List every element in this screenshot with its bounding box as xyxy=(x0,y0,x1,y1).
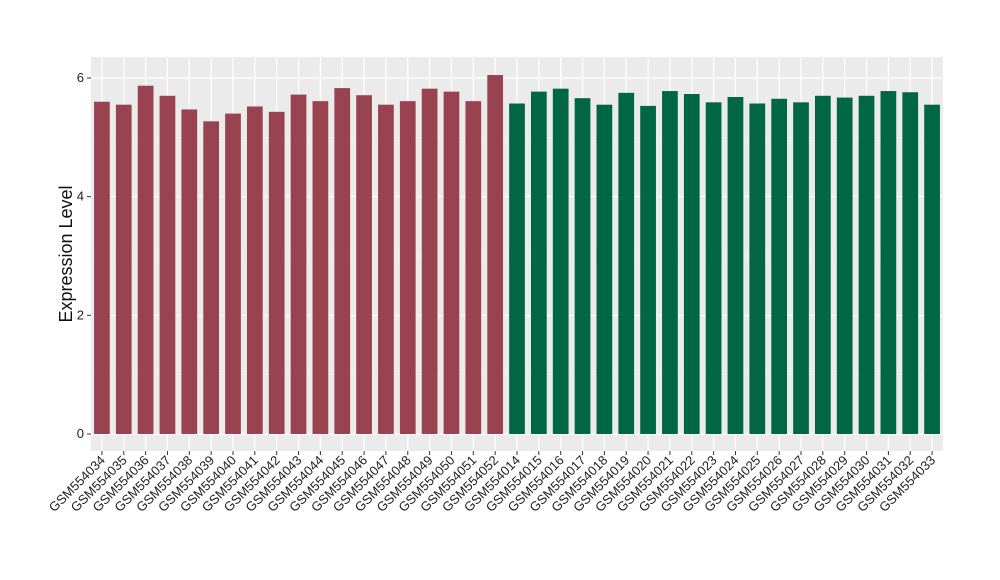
bar-GSM554036 xyxy=(137,85,154,435)
bar-GSM554037 xyxy=(159,95,176,435)
bar-GSM554028 xyxy=(814,95,831,435)
bar-GSM554025 xyxy=(749,103,766,434)
bar-GSM554018 xyxy=(596,104,613,434)
bar-GSM554045 xyxy=(334,88,351,434)
bar-GSM554026 xyxy=(771,98,788,435)
bar-GSM554043 xyxy=(290,94,307,435)
bar-GSM554014 xyxy=(509,103,525,434)
bar-GSM554042 xyxy=(268,111,285,434)
bar-GSM554027 xyxy=(793,102,809,434)
y-tick-label: 0 xyxy=(77,426,84,441)
bar-GSM554046 xyxy=(356,95,372,435)
bar-GSM554040 xyxy=(225,113,241,434)
y-axis-title: Expression Level xyxy=(56,185,76,322)
bar-GSM554024 xyxy=(727,96,744,435)
bar-GSM554033 xyxy=(924,104,940,434)
y-tick-label: 2 xyxy=(77,307,84,322)
bar-GSM554035 xyxy=(115,104,132,434)
bar-GSM554016 xyxy=(552,88,569,435)
bar-GSM554015 xyxy=(530,91,547,435)
bar-GSM554030 xyxy=(858,95,875,435)
bar-GSM554052 xyxy=(487,75,504,434)
bar-GSM554047 xyxy=(378,104,394,434)
bar-GSM554017 xyxy=(574,98,591,435)
bar-GSM554050 xyxy=(443,91,460,435)
bars xyxy=(94,75,940,435)
bar-GSM554041 xyxy=(246,106,263,434)
bar-GSM554031 xyxy=(880,91,897,435)
axes: 0246GSM554034GSM554035GSM554036GSM554037… xyxy=(46,70,938,515)
bar-GSM554019 xyxy=(618,92,635,434)
bar-GSM554049 xyxy=(421,88,438,435)
bar-GSM554021 xyxy=(662,91,678,435)
bar-GSM554022 xyxy=(683,94,700,435)
y-tick-label: 4 xyxy=(77,189,84,204)
bar-GSM554048 xyxy=(399,101,416,434)
bar-GSM554023 xyxy=(705,102,722,434)
bar-GSM554038 xyxy=(181,109,198,434)
bar-GSM554044 xyxy=(312,101,329,434)
bar-GSM554032 xyxy=(902,92,919,435)
bar-GSM554034 xyxy=(94,101,110,434)
bar-GSM554029 xyxy=(836,97,853,434)
bar-GSM554051 xyxy=(465,101,482,434)
bar-GSM554020 xyxy=(640,105,656,434)
y-tick-label: 6 xyxy=(77,70,84,85)
bar-GSM554039 xyxy=(203,121,220,434)
